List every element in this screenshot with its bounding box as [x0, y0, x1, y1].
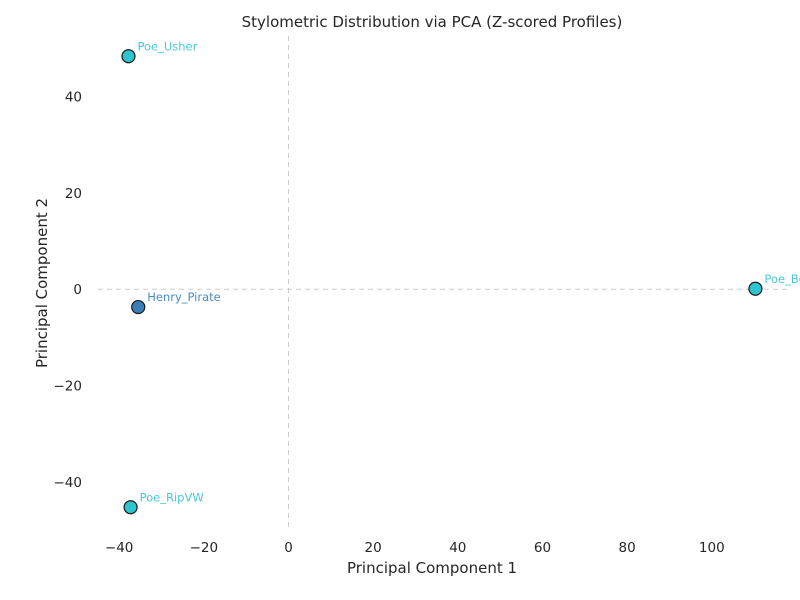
data-point	[121, 49, 136, 64]
data-point	[123, 500, 138, 515]
x-tick-label: −20	[190, 540, 219, 556]
x-tick-label: 0	[284, 540, 293, 556]
x-tick-label: 80	[619, 540, 636, 556]
x-tick-label: 60	[534, 540, 551, 556]
chart-title: Stylometric Distribution via PCA (Z-scor…	[242, 13, 623, 31]
y-axis-ticks: −40 −20 0 20 40	[54, 89, 83, 491]
x-axis-label: Principal Component 1	[347, 559, 517, 577]
x-axis-ticks: −40 −20 0 20 40 60 80 100	[105, 540, 725, 556]
point-label: Poe_RipVW	[140, 490, 204, 504]
point-label: Poe_Usher	[137, 39, 197, 53]
y-tick-label: 40	[65, 89, 82, 105]
point-label: Henry_Pirate	[147, 290, 221, 304]
y-tick-label: 20	[65, 186, 82, 202]
y-tick-label: 0	[73, 282, 82, 298]
point-label: Poe_Bel	[764, 272, 800, 286]
reference-lines	[98, 36, 788, 528]
data-points: Poe_Usher Henry_Pirate Poe_Bel Poe_RipVW	[121, 39, 800, 515]
data-point	[131, 299, 146, 315]
x-tick-label: 100	[699, 540, 725, 556]
y-tick-label: −20	[54, 379, 83, 395]
y-axis-label: Principal Component 2	[33, 198, 51, 368]
x-tick-label: −40	[105, 540, 134, 556]
y-tick-label: −40	[54, 475, 83, 491]
x-tick-label: 20	[365, 540, 382, 556]
data-point	[748, 281, 763, 296]
x-tick-label: 40	[449, 540, 466, 556]
